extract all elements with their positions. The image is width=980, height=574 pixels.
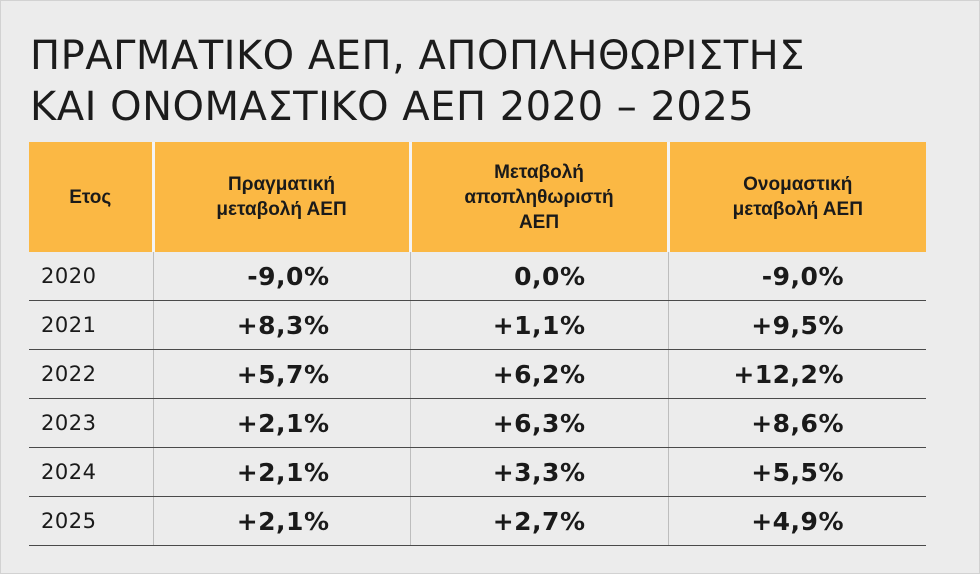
chart-title: ΠΡΑΓΜΑΤΙΚΟ ΑΕΠ, ΑΠΟΠΛΗΘΩΡΙΣΤΗΣ ΚΑΙ ΟΝΟΜΑ… [30, 31, 950, 133]
nominal-gdp-change-cell: +5,5% [667, 447, 926, 497]
table-body: 2020 -9,0% 0,0% -9,0% 2021 +8,3% +1,1% +9,5% 202… [29, 252, 926, 546]
nominal-gdp-change-cell: +12,2% [667, 349, 926, 399]
real-gdp-change-cell: -9,0% [152, 252, 410, 301]
deflator-change-cell: +2,7% [409, 496, 668, 546]
nominal-gdp-change-cell: -9,0% [667, 252, 926, 301]
nominal-gdp-change-cell: +8,6% [667, 398, 926, 448]
table-row: 2025 +2,1% +2,7% +4,9% [29, 496, 926, 546]
real-gdp-change-cell: +2,1% [152, 447, 410, 497]
nominal-gdp-change-cell: +9,5% [667, 300, 926, 350]
deflator-change-cell: +6,3% [409, 398, 668, 448]
deflator-change-cell: +3,3% [409, 447, 668, 497]
real-gdp-change-cell: +5,7% [152, 349, 410, 399]
title-line-1: ΠΡΑΓΜΑΤΙΚΟ ΑΕΠ, ΑΠΟΠΛΗΘΩΡΙΣΤΗΣ [30, 33, 805, 79]
year-cell: 2021 [29, 300, 153, 350]
table-row: 2020 -9,0% 0,0% -9,0% [29, 252, 926, 301]
real-gdp-change-cell: +2,1% [152, 496, 410, 546]
column-header-real-gdp-change: Πραγματική μεταβολή ΑΕΠ [151, 142, 410, 252]
column-header-nominal-gdp-change: Ονομαστική μεταβολή ΑΕΠ [666, 142, 926, 252]
table-header-row: Ετος Πραγματική μεταβολή ΑΕΠ Μεταβολή αποπλη… [29, 142, 926, 252]
nominal-gdp-change-cell: +4,9% [667, 496, 926, 546]
deflator-change-cell: +1,1% [409, 300, 668, 350]
gdp-table: Ετος Πραγματική μεταβολή ΑΕΠ Μεταβολή αποπλη… [29, 142, 926, 546]
real-gdp-change-cell: +8,3% [152, 300, 410, 350]
table-row: 2024 +2,1% +3,3% +5,5% [29, 447, 926, 497]
table-row: 2023 +2,1% +6,3% +8,6% [29, 398, 926, 448]
column-header-deflator-change: Μεταβολή αποπληθωριστή ΑΕΠ [408, 142, 668, 252]
year-cell: 2020 [29, 252, 153, 301]
year-cell: 2025 [29, 496, 153, 546]
title-line-2: ΚΑΙ ΟΝΟΜΑΣΤΙΚΟ ΑΕΠ 2020 – 2025 [30, 84, 755, 130]
year-cell: 2023 [29, 398, 153, 448]
table-row: 2021 +8,3% +1,1% +9,5% [29, 300, 926, 350]
deflator-change-cell: 0,0% [409, 252, 668, 301]
year-cell: 2022 [29, 349, 153, 399]
real-gdp-change-cell: +2,1% [152, 398, 410, 448]
table-row: 2022 +5,7% +6,2% +12,2% [29, 349, 926, 399]
column-header-year: Ετος [29, 142, 153, 252]
deflator-change-cell: +6,2% [409, 349, 668, 399]
year-cell: 2024 [29, 447, 153, 497]
